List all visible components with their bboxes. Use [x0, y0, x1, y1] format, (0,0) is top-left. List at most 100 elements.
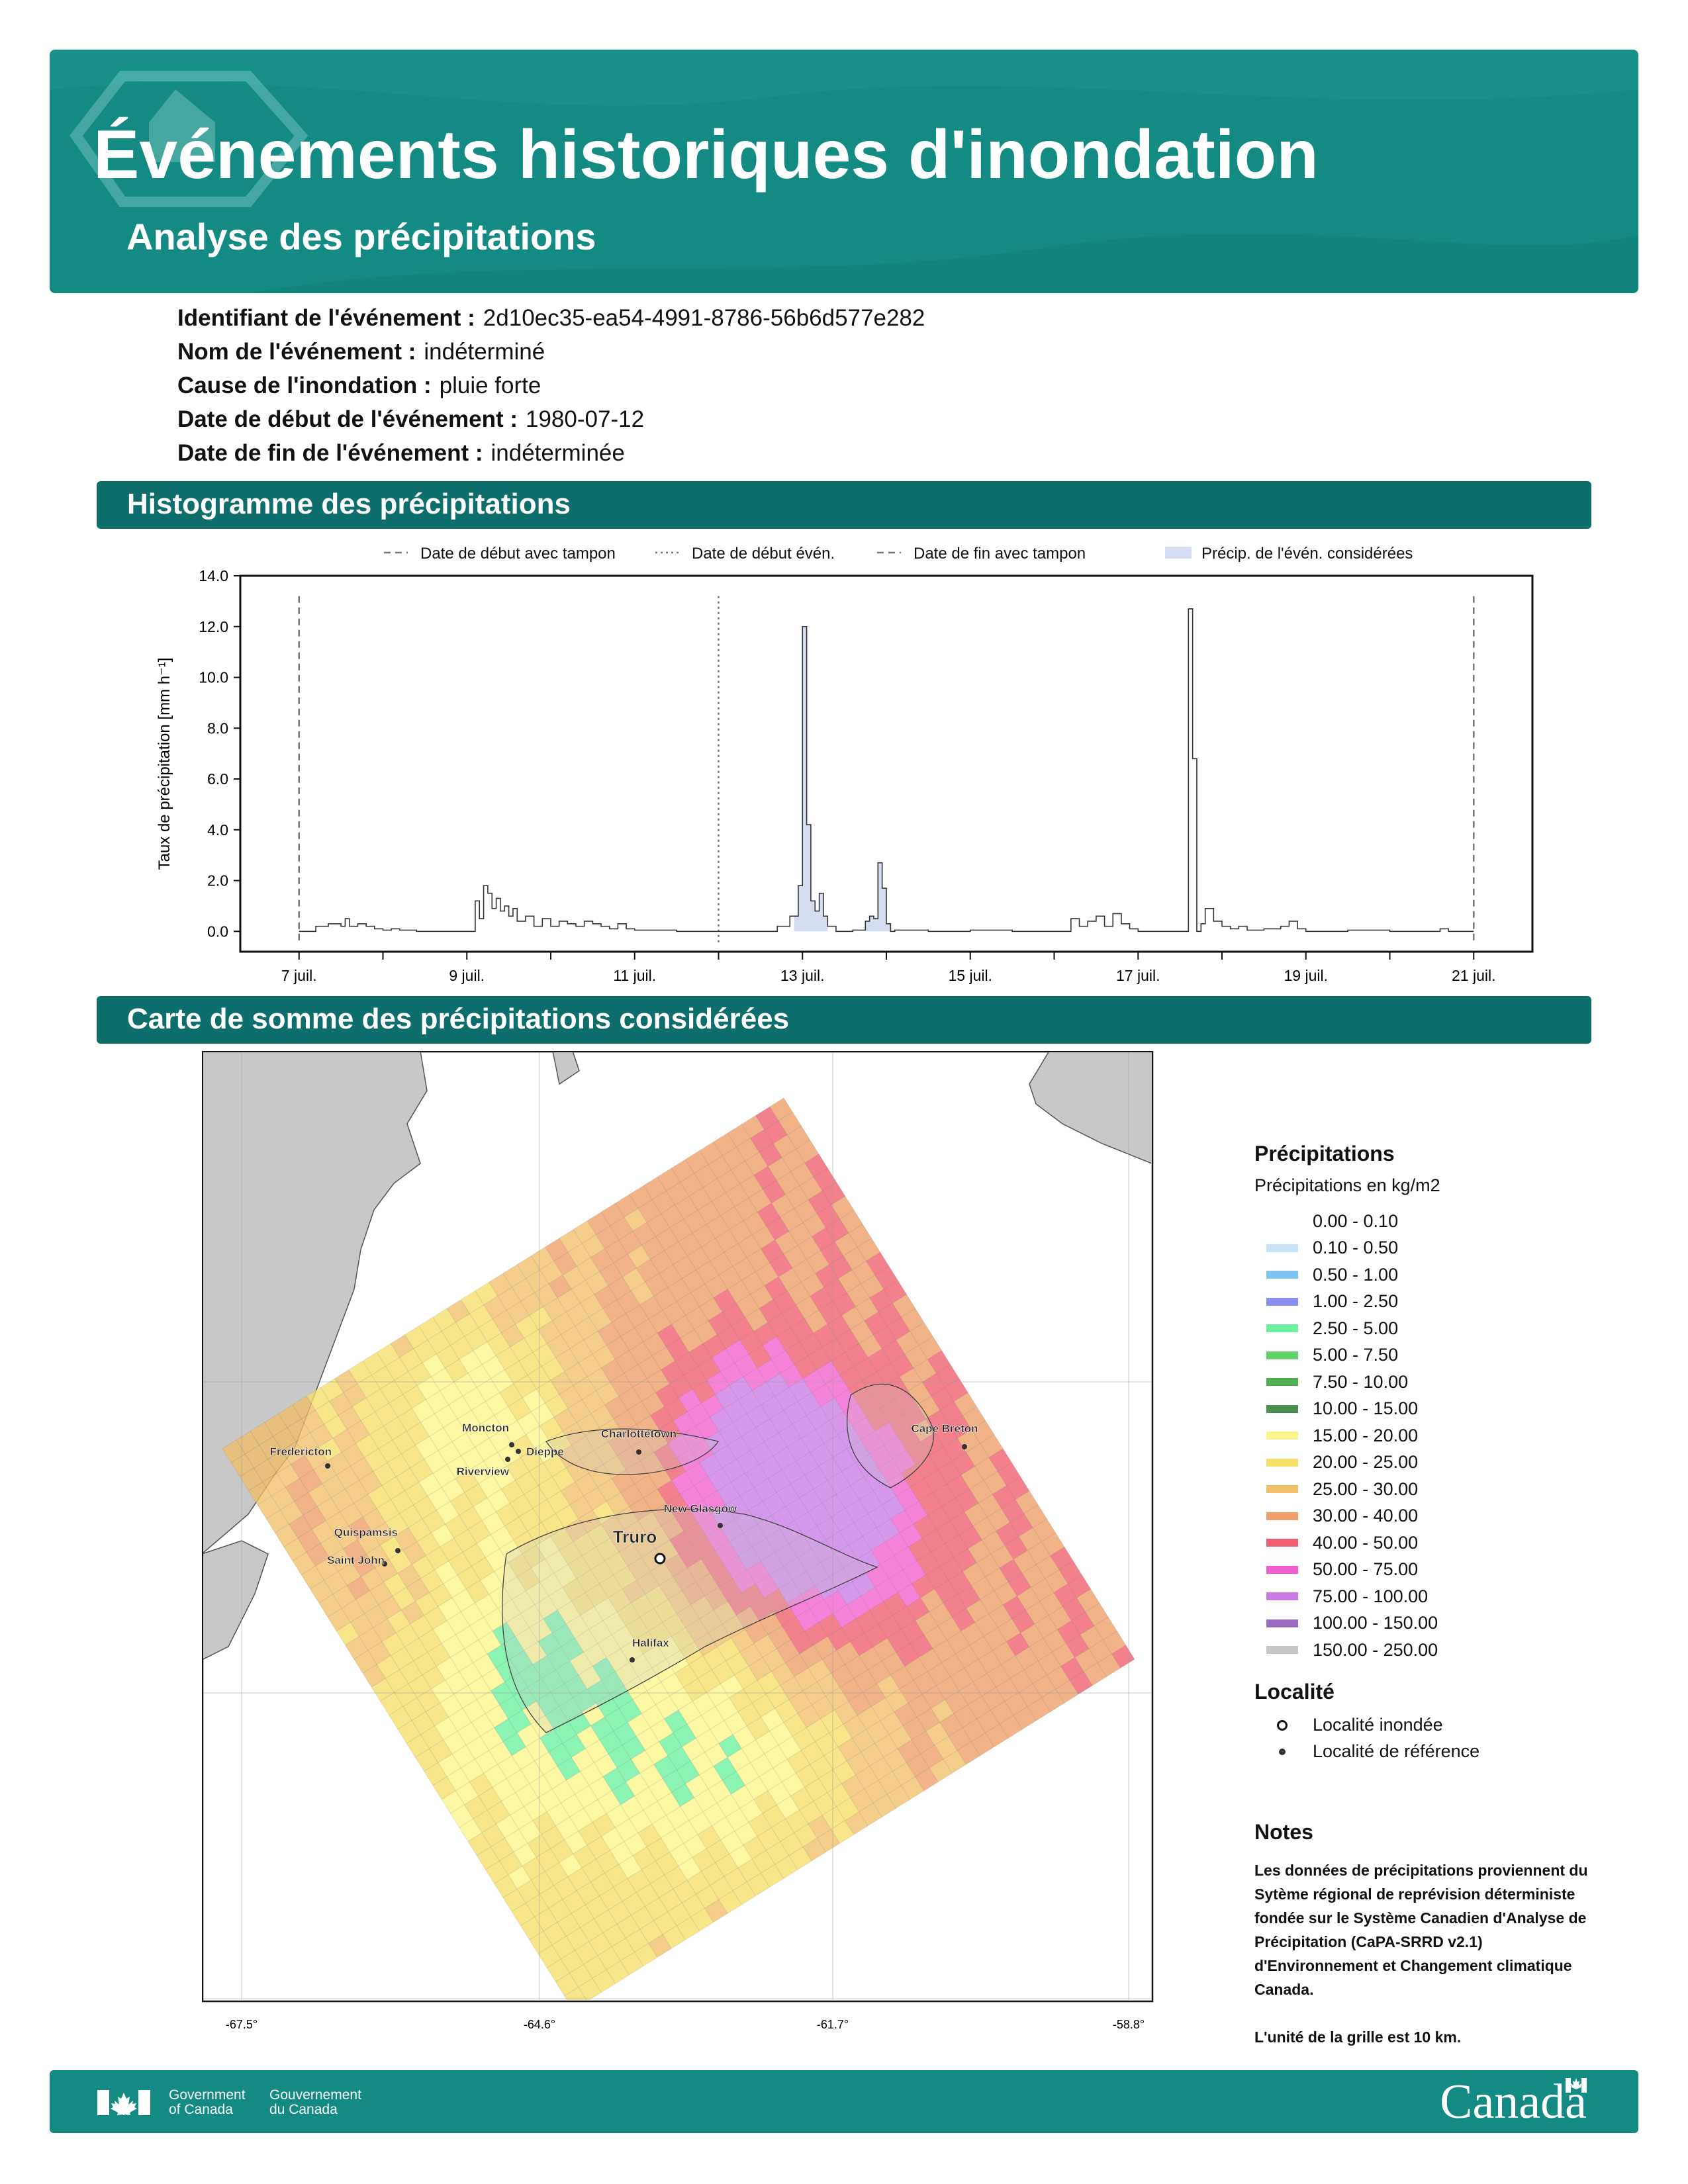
- start-date-row: Date de début de l'événement : 1980-07-12: [177, 402, 925, 436]
- gov-fr-line2: du Canada: [269, 2102, 338, 2117]
- legend-class-swatch: [1266, 1565, 1298, 1574]
- legend-class-label: 5.00 - 7.50: [1313, 1345, 1399, 1365]
- x-tick-label: 15 juil.: [949, 967, 992, 984]
- event-id-value: 2d10ec35-ea54-4991-8786-56b6d577e282: [483, 305, 925, 331]
- x-tick-label: 7 juil.: [281, 967, 317, 984]
- legend-subtitle: Précipitations en kg/m2: [1254, 1175, 1440, 1195]
- land-gaspe: [552, 1052, 580, 1085]
- legend-label: Précip. de l'évén. considérées: [1201, 545, 1413, 563]
- legend-class-item: 15.00 - 20.00: [1254, 1422, 1612, 1449]
- map-place-label: Riverview: [457, 1465, 510, 1478]
- flooded-locality-icon: [1266, 1719, 1298, 1731]
- notes-title: Notes: [1254, 1820, 1313, 1844]
- legend-class-label: 150.00 - 250.00: [1313, 1639, 1438, 1660]
- legend-entry: Date de début avec tampon: [384, 545, 616, 563]
- event-name-label: Nom de l'événement :: [177, 339, 416, 365]
- map-place: New Glasgow: [663, 1502, 737, 1528]
- legend-class-swatch: [1266, 1324, 1298, 1333]
- precipitation-sum-map: Moncton Dieppe Riverview Charlottetown Frede…: [202, 1051, 1154, 2031]
- event-id-label: Identifiant de l'événement :: [177, 305, 475, 331]
- reference-locality-marker: [630, 1657, 635, 1662]
- legend-class-label: 40.00 - 50.00: [1313, 1532, 1419, 1553]
- map-section-title: Carte de somme des précipitations consid…: [127, 1003, 790, 1035]
- map-place: Quispamsis: [334, 1526, 400, 1553]
- map-place-label: New Glasgow: [664, 1502, 737, 1515]
- legend-class-item: 75.00 - 100.00: [1254, 1583, 1612, 1610]
- map-lon-label: -64.6°: [524, 2018, 555, 2031]
- legend-label: Date de début avec tampon: [420, 545, 616, 563]
- reference-locality-marker: [636, 1449, 641, 1455]
- precipitation-grid: [222, 1097, 1135, 2000]
- legend-label: Date de fin avec tampon: [914, 545, 1086, 563]
- map-place-label: Halifax: [632, 1637, 669, 1649]
- legend-class-label: 75.00 - 100.00: [1313, 1586, 1429, 1606]
- map-place: Dieppe: [516, 1445, 564, 1458]
- legend-class-swatch: [1266, 1404, 1298, 1413]
- legend-class-item: 1.00 - 2.50: [1254, 1289, 1612, 1316]
- government-of-canada-en: Government of Canada: [169, 2088, 246, 2117]
- reference-locality-marker: [962, 1444, 967, 1449]
- notes-text: Les données de précipitations proviennen…: [1254, 1858, 1599, 2073]
- legend-class-label: 2.50 - 5.00: [1313, 1318, 1399, 1338]
- y-tick-label: 6.0: [207, 770, 228, 788]
- locality-legend-title: Localité: [1254, 1679, 1335, 1704]
- histogram-section-header: Histogramme des précipitations: [97, 481, 1591, 529]
- event-info: Identifiant de l'événement : 2d10ec35-ea5…: [177, 301, 925, 470]
- canada-flag-icon: [97, 2090, 150, 2115]
- x-tick-label: 21 juil.: [1452, 967, 1495, 984]
- map-place-label: Saint John: [327, 1554, 385, 1567]
- event-name-row: Nom de l'événement : indéterminé: [177, 335, 925, 369]
- reference-locality-label: Localité de référence: [1313, 1741, 1480, 1761]
- legend-fill-swatch: [1165, 547, 1192, 559]
- legend-class-swatch: [1266, 1351, 1298, 1359]
- event-id-row: Identifiant de l'événement : 2d10ec35-ea5…: [177, 301, 925, 335]
- reference-locality-marker: [505, 1457, 510, 1462]
- legend-class-label: 25.00 - 30.00: [1313, 1479, 1419, 1499]
- legend-class-swatch: [1266, 1619, 1298, 1627]
- legend-class-item: 40.00 - 50.00: [1254, 1529, 1612, 1557]
- legend-class-item: 150.00 - 250.00: [1254, 1637, 1612, 1664]
- notes-data-source: Les données de précipitations proviennen…: [1254, 1862, 1588, 1998]
- reference-locality-marker: [516, 1449, 521, 1454]
- legend-class-label: 7.50 - 10.00: [1313, 1371, 1409, 1392]
- wordmark-flag-icon: [1566, 2078, 1587, 2093]
- legend-class-swatch: [1266, 1592, 1298, 1601]
- gov-en-line2: of Canada: [169, 2102, 233, 2117]
- flooded-locality-label: Localité inondée: [1313, 1715, 1443, 1735]
- legend-class-swatch: [1266, 1539, 1298, 1547]
- footer: Government of Canada Gouvernement du Can…: [50, 2070, 1638, 2133]
- histogram-section-title: Histogramme des précipitations: [127, 488, 571, 520]
- legend-entry: Date de début évén.: [655, 545, 835, 563]
- land-nova-scotia: [502, 1508, 878, 1733]
- legend-class-swatch: [1266, 1271, 1298, 1279]
- legend-class-item: 0.50 - 1.00: [1254, 1261, 1612, 1289]
- end-date-label: Date de fin de l'événement :: [177, 440, 483, 466]
- legend-class-swatch: [1266, 1512, 1298, 1520]
- reference-locality-marker: [718, 1523, 723, 1528]
- legend-class-swatch: [1266, 1432, 1298, 1440]
- y-tick-label: 12.0: [199, 618, 228, 635]
- legend-class-label: 1.00 - 2.50: [1313, 1291, 1399, 1312]
- legend-class-label: 0.10 - 0.50: [1313, 1238, 1399, 1258]
- y-tick-label: 0.0: [207, 923, 228, 940]
- legend-class-swatch: [1266, 1297, 1298, 1306]
- legend-label: Date de début évén.: [692, 545, 835, 563]
- y-axis-label: Taux de précipitation [mm h⁻¹]: [156, 658, 173, 870]
- map-legend: Précipitations Précipitations en kg/m2 0…: [1254, 1142, 1612, 1765]
- map-place: Charlottetown: [601, 1428, 677, 1455]
- reference-locality-marker: [395, 1548, 400, 1553]
- y-tick-label: 10.0: [199, 669, 228, 686]
- legend-class-item: 30.00 - 40.00: [1254, 1503, 1612, 1530]
- land-newfoundland: [1029, 1052, 1151, 1164]
- x-tick-label: 13 juil.: [780, 967, 824, 984]
- legend-class-item: 0.00 - 0.10: [1254, 1208, 1612, 1235]
- header-banner: Événements historiques d'inondation Anal…: [50, 50, 1638, 293]
- legend-class-swatch: [1266, 1485, 1298, 1494]
- end-date-row: Date de fin de l'événement : indéterminée: [177, 436, 925, 470]
- legend-reference-locality: Localité de référence: [1254, 1739, 1612, 1765]
- map-place: Halifax: [630, 1637, 670, 1662]
- map-content: Moncton Dieppe Riverview Charlottetown Frede…: [203, 1052, 1151, 2000]
- legend-class-label: 15.00 - 20.00: [1313, 1425, 1419, 1445]
- legend-class-swatch: [1266, 1646, 1298, 1655]
- legend-class-swatch: [1266, 1378, 1298, 1387]
